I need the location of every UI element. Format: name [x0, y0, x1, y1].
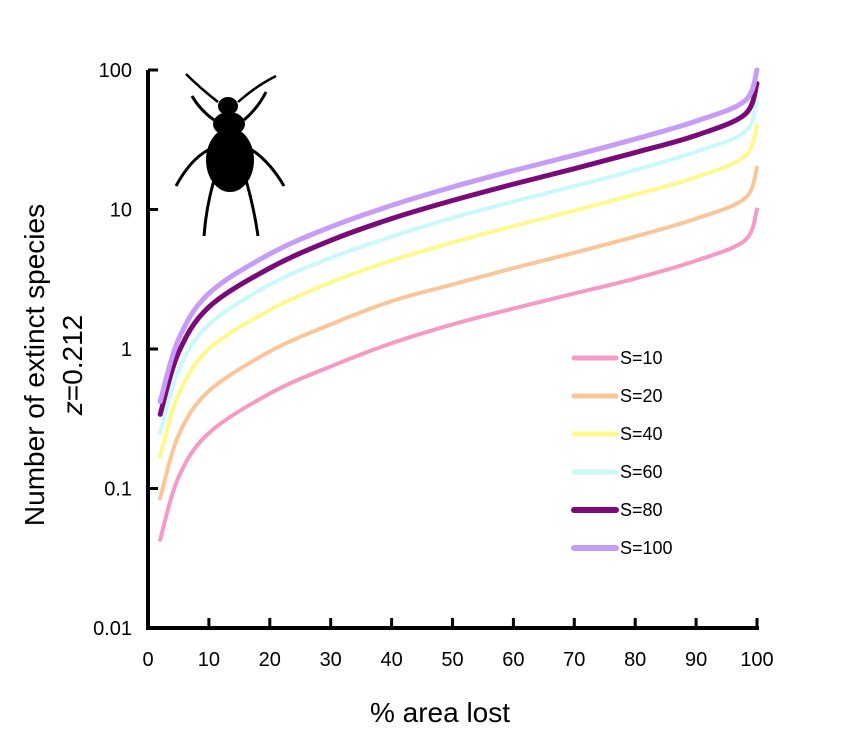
y-axis-subtitle-rest: =0.212 [57, 315, 88, 401]
legend-label: S=20 [620, 386, 663, 406]
beetle-icon [174, 73, 286, 237]
y-axis-title: Number of extinct species [19, 204, 50, 526]
x-tick-label: 60 [502, 649, 524, 671]
legend-label: S=60 [620, 462, 663, 482]
y-axis-subtitle-italic: z [57, 401, 88, 416]
legend-label: S=40 [620, 424, 663, 444]
x-tick-label: 30 [320, 649, 342, 671]
y-tick-label: 0.1 [104, 479, 132, 501]
y-tick-label: 0.01 [93, 618, 132, 640]
series-line-s-40 [158, 123, 759, 459]
y-tick-label: 100 [99, 60, 132, 82]
x-tick-label: 90 [685, 649, 707, 671]
series-line-s-20 [158, 165, 759, 501]
x-tick-label: 70 [563, 649, 585, 671]
x-tick-label: 80 [624, 649, 646, 671]
legend-label: S=100 [620, 538, 673, 558]
legend-label: S=80 [620, 500, 663, 520]
series-line-s-10 [158, 207, 759, 542]
x-tick-label: 50 [441, 649, 463, 671]
series-line-s-60 [158, 98, 759, 435]
series-line-s-100 [157, 67, 760, 405]
x-tick-label: 10 [198, 649, 220, 671]
x-tick-label: 20 [259, 649, 281, 671]
series-line-s-80 [157, 81, 760, 417]
legend-label: S=10 [620, 348, 663, 368]
y-tick-label: 1 [121, 339, 132, 361]
y-axis-subtitle: z=0.212 [57, 315, 88, 416]
x-tick-label: 0 [142, 649, 153, 671]
y-tick-label: 10 [110, 200, 132, 222]
x-axis-title: % area lost [370, 697, 510, 728]
x-tick-label: 40 [380, 649, 402, 671]
x-tick-label: 100 [740, 649, 773, 671]
